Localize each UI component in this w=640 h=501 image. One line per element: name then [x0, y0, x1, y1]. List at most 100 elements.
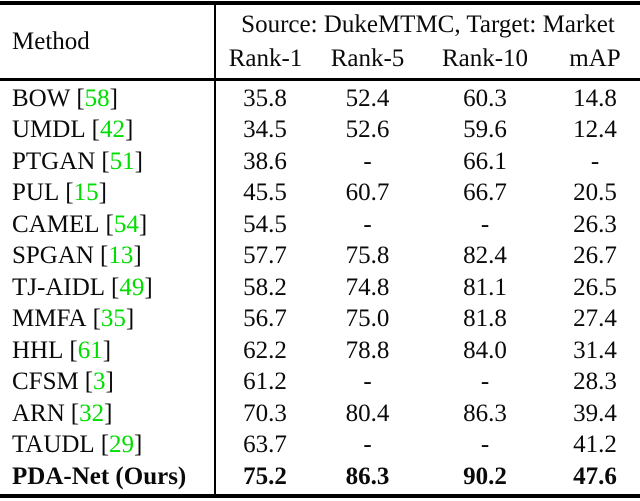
citation-number: 49: [119, 273, 145, 301]
table-header: Method Source: DukeMTMC, Target: Market …: [0, 6, 640, 78]
method-cell: ARN [32]: [0, 400, 215, 428]
rank1-value: 56.7: [243, 305, 287, 333]
bracket-close: ]: [138, 210, 148, 238]
method-cell: CAMEL [54]: [0, 211, 215, 239]
table-row: SPGAN [13] 57.7 75.8 82.4 26.7: [0, 241, 640, 273]
bracket-close: ]: [125, 305, 135, 333]
citation-link[interactable]: [29]: [101, 431, 143, 458]
bracket-close: ]: [102, 336, 112, 364]
citation-link[interactable]: [35]: [93, 305, 135, 332]
citation-link[interactable]: [54]: [106, 211, 148, 238]
method-name: CFSM: [12, 368, 79, 396]
rank5-value: -: [363, 147, 372, 175]
bracket-close: ]: [105, 368, 114, 396]
table-row: PUL [15] 45.5 60.7 66.7 20.5: [0, 178, 640, 210]
citation-link[interactable]: [58]: [76, 85, 118, 112]
rank1-value: 75.2: [243, 462, 287, 490]
table-row: TJ-AIDL [49] 58.2 74.8 81.1 26.5: [0, 272, 640, 304]
citation-number: 13: [108, 242, 134, 270]
top-rule: [0, 1, 640, 5]
column-header-map: mAP: [569, 45, 621, 72]
rank5-value: 80.4: [345, 399, 390, 427]
rank1-value: 62.2: [243, 336, 287, 364]
citation-link[interactable]: [15]: [65, 179, 107, 206]
rank10-value: -: [480, 431, 490, 459]
method-name: PTGAN: [12, 147, 96, 175]
bracket-close: ]: [109, 84, 118, 112]
method-name: MMFA: [12, 305, 87, 333]
rank5-value: 86.3: [345, 462, 390, 490]
rank1-value: 38.6: [243, 147, 287, 175]
rank10-value: 66.1: [463, 147, 507, 175]
rank5-value: 75.0: [345, 305, 390, 333]
map-value: 41.2: [573, 431, 617, 459]
method-cell: UMDL [42]: [0, 116, 215, 144]
bracket-close: ]: [98, 179, 107, 207]
table-row: TAUDL [29] 63.7 - - 41.2: [0, 430, 640, 462]
table-body: BOW [58] 35.8 52.4 60.3 14.8 UMDL [42] 34.…: [0, 83, 640, 493]
map-value: 27.4: [573, 305, 617, 333]
rank5-value: -: [363, 210, 372, 238]
citation-link[interactable]: [32]: [71, 400, 113, 427]
table-row: CFSM [3] 61.2 - - 28.3: [0, 367, 640, 399]
citation-link[interactable]: [49]: [111, 274, 153, 301]
citation-number: 42: [99, 116, 125, 144]
rank10-value: 81.1: [463, 273, 507, 301]
citation-number: 29: [109, 431, 135, 459]
rank10-value: 90.2: [463, 462, 507, 490]
rank5-value: 52.6: [345, 116, 390, 144]
map-value: 26.3: [573, 210, 617, 238]
bracket-open: [: [111, 273, 120, 301]
header-separator-rule: [0, 78, 640, 81]
citation-link[interactable]: [61]: [69, 337, 111, 364]
rank10-value: 66.7: [463, 179, 507, 207]
citation-number: 3: [93, 368, 106, 396]
bracket-open: [: [100, 431, 110, 459]
method-cell: TJ-AIDL [49]: [0, 274, 215, 302]
method-column-header: Method: [12, 6, 90, 78]
rank5-value: 52.4: [345, 84, 390, 112]
rank5-value: 75.8: [345, 242, 390, 270]
map-value: 20.5: [573, 179, 617, 207]
rank10-value: 59.6: [463, 116, 507, 144]
citation-link[interactable]: [3]: [85, 368, 114, 395]
rank5-value: 74.8: [345, 273, 390, 301]
rank10-value: -: [480, 368, 490, 396]
citation-link[interactable]: [51]: [101, 148, 143, 175]
table-row: HHL [61] 62.2 78.8 84.0 31.4: [0, 335, 640, 367]
table-row: ARN [32] 70.3 80.4 86.3 39.4: [0, 398, 640, 430]
rank10-value: 86.3: [463, 399, 507, 427]
bracket-open: [: [99, 242, 109, 270]
map-value: 31.4: [573, 336, 617, 364]
citation-link[interactable]: [13]: [100, 242, 142, 269]
rank1-value: 35.8: [243, 84, 287, 112]
method-name: PDA-Net (Ours): [12, 462, 187, 490]
bracket-close: ]: [133, 242, 142, 270]
map-value: 26.5: [573, 273, 617, 301]
bracket-open: [: [105, 210, 114, 238]
rank10-value: 84.0: [463, 336, 507, 364]
bracket-close: ]: [124, 116, 134, 144]
citation-number: 61: [77, 336, 103, 364]
bracket-open: [: [70, 399, 80, 427]
map-value: 26.7: [573, 242, 617, 270]
rank1-value: 70.3: [243, 399, 287, 427]
bracket-close: ]: [144, 273, 153, 301]
method-name: ARN: [12, 399, 65, 427]
rank10-value: 60.3: [463, 84, 507, 112]
table-row: MMFA [35] 56.7 75.0 81.8 27.4: [0, 304, 640, 336]
citation-link[interactable]: [42]: [92, 116, 134, 143]
method-cell: BOW [58]: [0, 85, 215, 113]
method-name: UMDL: [12, 116, 86, 144]
table-row-ours: PDA-Net (Ours) 75.2 86.3 90.2 47.6: [0, 461, 640, 493]
rank10-value: 82.4: [463, 242, 507, 270]
method-header-label: Method: [12, 28, 90, 55]
bracket-close: ]: [134, 431, 143, 459]
bracket-open: [: [101, 147, 110, 175]
rank10-value: -: [480, 210, 490, 238]
method-name: BOW: [12, 84, 71, 112]
rank1-value: 57.7: [243, 242, 287, 270]
rank1-value: 63.7: [243, 431, 287, 459]
metric-column-headers: Rank-1 Rank-5 Rank-10 mAP: [216, 42, 640, 78]
